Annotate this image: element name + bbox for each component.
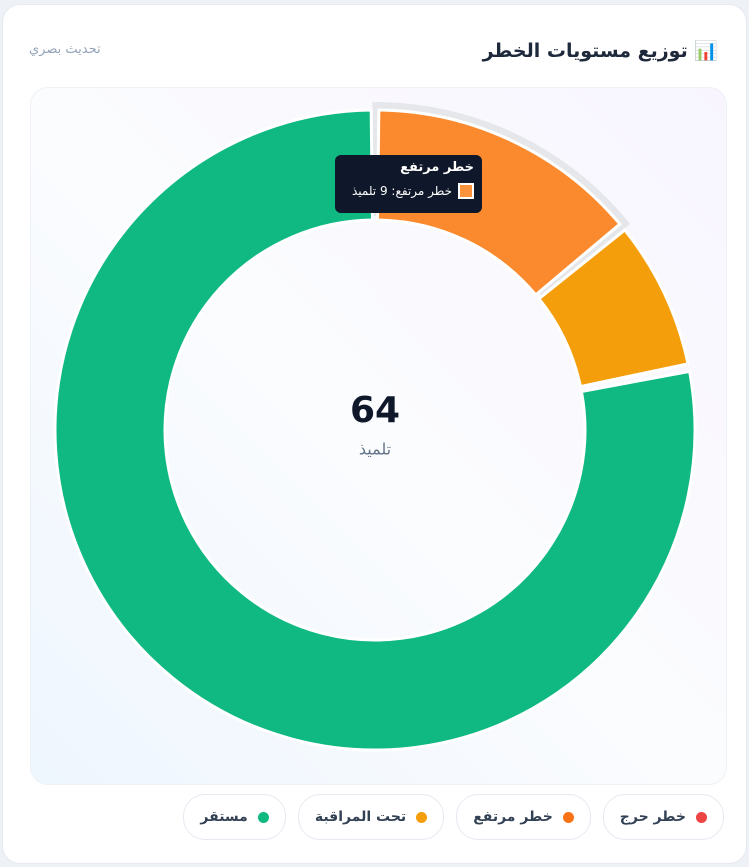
tooltip-swatch	[458, 183, 474, 199]
tooltip-row: خطر مرتفع: 9 تلميذ	[343, 183, 474, 199]
donut-segment	[53, 108, 697, 752]
legend: خطر حرج خطر مرتفع تحت المراقبة مستقر	[183, 794, 724, 840]
tooltip-title: خطر مرتفع	[400, 160, 474, 175]
legend-dot	[562, 811, 574, 823]
card-title: 📊 توزيع مستويات الخطر	[482, 40, 718, 62]
legend-dot	[696, 811, 707, 823]
legend-item[interactable]: خطر مرتفع	[456, 794, 591, 840]
center-label: تلميذ	[359, 440, 391, 459]
center-value: 64	[350, 390, 400, 431]
refresh-button[interactable]: تحديث بصري	[29, 42, 101, 57]
legend-dot	[416, 811, 428, 823]
legend-label: مستقر	[200, 809, 248, 825]
donut-segment	[537, 228, 690, 389]
tooltip: خطر مرتفع خطر مرتفع: 9 تلميذ	[335, 155, 482, 213]
legend-dot	[257, 811, 269, 823]
legend-label: خطر مرتفع	[473, 809, 553, 825]
legend-item[interactable]: خطر حرج	[602, 794, 724, 840]
legend-item[interactable]: تحت المراقبة	[297, 794, 445, 840]
tooltip-body: خطر مرتفع: 9 تلميذ	[351, 184, 452, 198]
legend-label: تحت المراقبة	[314, 809, 407, 825]
legend-label: خطر حرج	[619, 809, 686, 825]
legend-item[interactable]: مستقر	[183, 794, 286, 840]
